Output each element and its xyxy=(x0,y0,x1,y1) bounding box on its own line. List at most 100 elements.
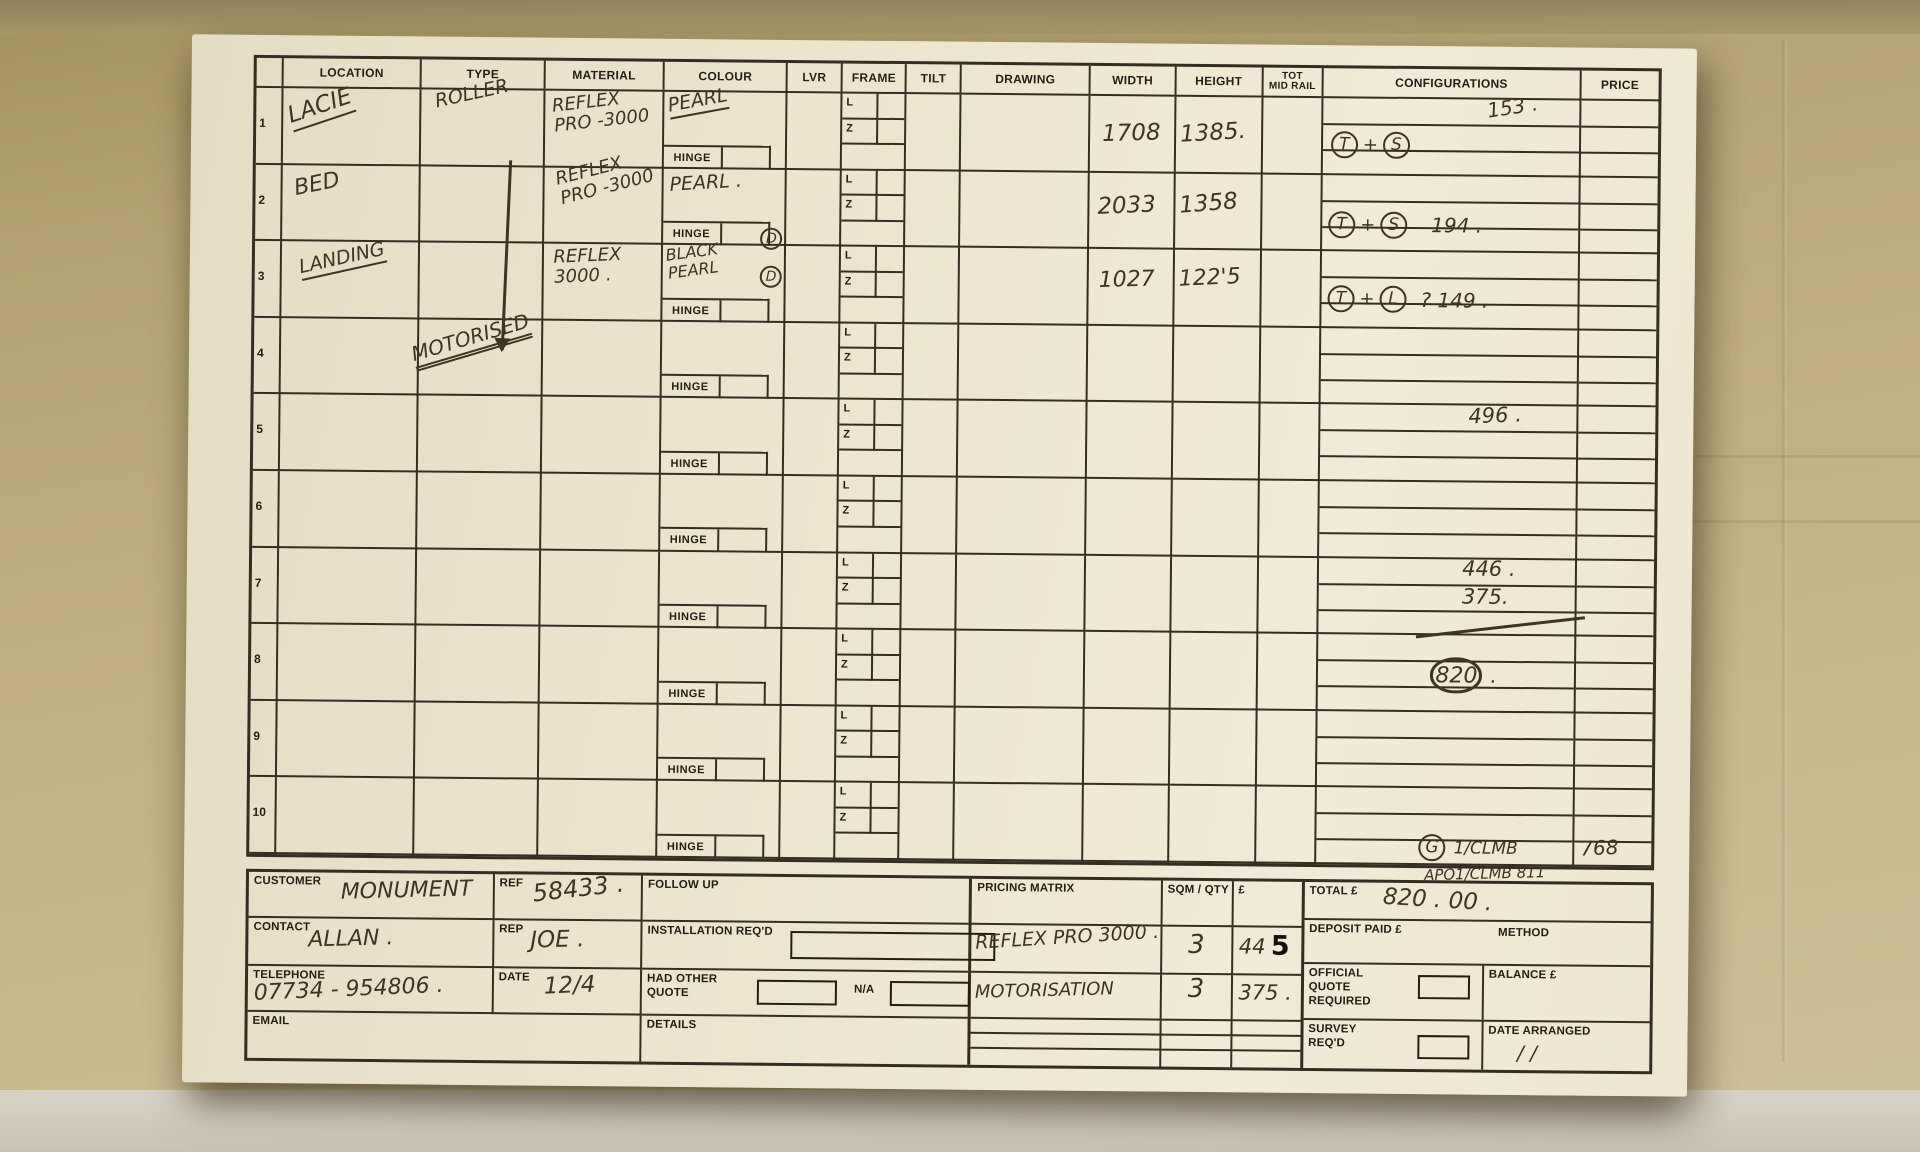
lvr-cell xyxy=(786,169,842,247)
official-quote-checkbox xyxy=(1417,975,1470,1000)
type-cell: ROLLER xyxy=(421,75,546,168)
pound-label: £ xyxy=(1238,884,1246,897)
type-cell xyxy=(416,625,541,704)
date-arranged-label: DATE ARRANGED xyxy=(1488,1024,1591,1038)
balance-cell: BALANCE £ xyxy=(1483,966,1650,1022)
follow-up-cell: FOLLOW UP xyxy=(642,875,970,925)
handwritten-amount-overwrite: 5 xyxy=(1270,930,1290,962)
balance-label: BALANCE £ xyxy=(1488,968,1557,982)
frame-z-box: Z xyxy=(836,655,900,682)
background-top-band xyxy=(0,0,1920,34)
handwritten-config-price: 153 . xyxy=(1485,91,1540,123)
colour-cell: HINGE xyxy=(657,781,782,859)
lvr-cell xyxy=(781,705,837,783)
deposit-method-cell: DEPOSIT PAID £ METHOD xyxy=(1303,919,1651,968)
configurations-cell xyxy=(1320,327,1580,407)
location-cell xyxy=(276,700,417,779)
official-balance-row: OFFICIAL QUOTE REQUIRED BALANCE £ xyxy=(1303,963,1651,1024)
height-cell xyxy=(1170,556,1259,634)
row-number: 5 xyxy=(252,394,281,471)
tilt-cell xyxy=(901,630,957,708)
lvr-cell xyxy=(782,552,839,630)
frame-z-label: Z xyxy=(846,122,853,135)
handwritten-location: BED xyxy=(291,166,342,201)
width-cell xyxy=(1086,402,1174,480)
ref-cell: REF 58433 . xyxy=(494,869,644,922)
installation-checkbox xyxy=(790,931,996,961)
drawing-cell xyxy=(954,783,1085,862)
hinge-box xyxy=(717,683,763,705)
type-cell xyxy=(414,778,539,857)
hinge-label: HINGE xyxy=(660,529,719,552)
colour-cell: BLACK PEARL D HINGE xyxy=(662,239,787,323)
frame-empty-box xyxy=(838,527,901,553)
paper-form: LOCATION TYPE MATERIAL COLOUR LVR FRAME … xyxy=(181,34,1697,1097)
frame-z-label: Z xyxy=(840,658,848,671)
pricing-matrix-header: PRICING MATRIX xyxy=(971,878,1163,927)
location-cell xyxy=(278,471,419,549)
tot-mid-rail-cell xyxy=(1257,557,1319,635)
colour-cell: HINGE xyxy=(657,704,782,783)
material-cell xyxy=(538,703,659,781)
official-quote-cell: OFFICIAL QUOTE REQUIRED xyxy=(1303,963,1484,1020)
lvr-cell xyxy=(785,246,842,324)
hinge-box xyxy=(718,606,764,628)
row-number: 6 xyxy=(252,470,280,548)
frame-empty-box xyxy=(842,144,905,170)
frame-l-box: L xyxy=(836,706,900,733)
frame-z-box: Z xyxy=(836,731,899,758)
column-header-lvr: LVR xyxy=(787,62,843,92)
handwritten-config-price: 446 . xyxy=(1462,556,1516,581)
frame-l-box: L xyxy=(841,170,905,197)
pricing-empty-cell xyxy=(1232,1051,1300,1068)
config-tokens: T + L ? 149 . xyxy=(1327,285,1488,314)
drawing-cell xyxy=(955,707,1085,786)
config-tokens: 820. xyxy=(1430,657,1497,694)
column-header xyxy=(256,57,284,87)
handwritten-location: LACIE xyxy=(284,83,356,133)
tilt-cell xyxy=(899,783,956,861)
price-cell xyxy=(1580,100,1659,178)
material-cell xyxy=(539,626,660,705)
price-cell xyxy=(1578,330,1657,408)
row-number: 8 xyxy=(250,623,279,701)
handwritten-qty: 3 xyxy=(1187,973,1205,1004)
handwritten-ref: 58433 . xyxy=(530,869,626,908)
circled-letter: L xyxy=(1379,285,1407,314)
tilt-cell xyxy=(900,706,956,784)
frame-z-label: Z xyxy=(843,351,851,364)
sqm-qty-label: SQM / QTY xyxy=(1167,883,1229,897)
handwritten-height: 1358 xyxy=(1178,187,1239,219)
frame-l-label: L xyxy=(842,479,850,492)
handwritten-width: 2033 xyxy=(1096,191,1157,220)
hinge-label: HINGE xyxy=(657,835,717,859)
row-number: 3 xyxy=(254,241,282,318)
config-tokens: G 1/CLMB xyxy=(1418,834,1518,862)
frame-l-box: L xyxy=(842,93,905,120)
hinge-label: HINGE xyxy=(662,299,722,323)
handwritten-pricing-item: REFLEX PRO 3000 . xyxy=(975,920,1160,954)
height-cell: 1358 xyxy=(1174,173,1263,251)
tot-mid-rail-cell xyxy=(1261,174,1323,252)
type-cell xyxy=(417,472,542,551)
handwritten-width: 1708 xyxy=(1101,119,1162,147)
frame-z-box: Z xyxy=(837,578,901,605)
configurations-cell: 153 . T + S xyxy=(1322,91,1582,178)
type-cell xyxy=(420,166,545,244)
frame-z-label: Z xyxy=(839,811,847,824)
handwritten-date-arranged: / / xyxy=(1516,1041,1538,1066)
total-cell: TOTAL £ 820 . 00 . xyxy=(1304,881,1651,924)
total-label: TOTAL £ xyxy=(1309,885,1358,898)
handwritten-total: 820 . 00 . xyxy=(1381,883,1493,917)
handwritten-location: LANDING xyxy=(297,238,387,282)
pricing-item-cell: REFLEX PRO 3000 . xyxy=(971,920,1163,975)
hinge-box xyxy=(719,453,765,475)
handwritten-customer: MONUMENT xyxy=(340,876,473,905)
type-cell xyxy=(418,395,543,474)
column-header-drawing: DRAWING xyxy=(961,64,1091,94)
column-header-height: HEIGHT xyxy=(1176,66,1264,96)
handwritten-config-price: 194 . xyxy=(1431,213,1483,238)
